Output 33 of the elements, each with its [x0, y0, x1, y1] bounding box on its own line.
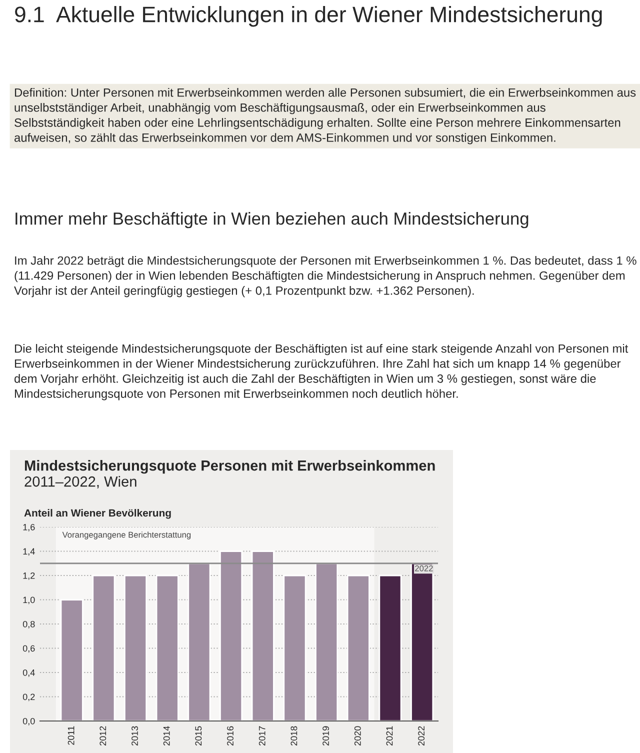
x-tick-label: 2011	[68, 726, 74, 745]
y-tick-label: 0,2	[22, 694, 35, 702]
bar	[410, 562, 434, 721]
x-tick-label: 2021	[386, 726, 393, 746]
y-tick-label: 0,0	[22, 718, 35, 726]
y-tick-label: 1,4	[23, 548, 35, 556]
bar	[378, 574, 402, 721]
x-tick-label: 2018	[290, 726, 298, 746]
text: Im Jahr 2022 beträgt die Mindestsicherungsquote der Personen mit Erwerbseinkommen 1 %. Das bedeutet, dass 1 % (11.429 Personen) der in Wien lebenden Beschäftigten die Mindestsicherung in Anspruch nehmen. Gegenüber dem Vorjahr ist der Anteil geringfügig gestiegen (+ 0,1 Prozentpunkt bzw. +1.362 Personen).	[14, 256, 636, 298]
chart-title: Mindestsicherungsquote Personen mit Erwerbseinkommen	[24, 460, 435, 474]
x-tick-label: 2022	[418, 726, 425, 746]
y-tick-label: 0,4	[22, 669, 35, 677]
text: 9.1 Aktuelle Entwicklungen in der Wiener Mindestsicherung	[15, 6, 602, 27]
x-tick-label: 2017	[258, 726, 266, 746]
chart-subtitle: 2011–2022, Wien	[24, 476, 136, 488]
y-tick-label: 1,6	[23, 524, 35, 532]
x-tick-label: 2015	[195, 726, 202, 746]
text: Die leicht steigende Mindestsicherungsquote der Beschäftigten ist auf eine stark steigende Anzahl von Personen mit Erwerbseinkommen in der Wiener Mindestsicherung zurückzuführen. Ihre Zahl hat sich um knapp 14 % gegenüber dem Vorjahr erhöht. Gleichzeitig ist auch die Zahl der Beschäftigten in Wien um 3 % gestiegen, sonst wäre die Mindestsicherungsquote von Personen mit Erwerbseinkommen noch deutlich höher.	[14, 344, 628, 400]
band-label: Vorangegangene Berichterstattung	[62, 532, 191, 540]
x-tick-label: 2014	[163, 726, 170, 746]
text: Definition: Unter Personen mit Erwerbseinkommen werden alle Personen subsumiert, die ein Erwerbseinkommen aus unselbstständiger Arbeit, unabhängig vom Beschäftigungsausmaß, oder ein Erwerbseinkommen aus Selbstständigkeit haben oder eine Lehrlingsentschädigung erhalten. Sollte eine Person mehrere Einkommensarten aufweisen, so zählt das Erwerbseinkommen vor dem AMS-Einkommen und vor sonstigen Einkommen.	[14, 88, 636, 144]
x-tick-label: 2019	[322, 726, 329, 746]
y-tick-label: 0,8	[22, 620, 35, 628]
x-tick-label: 2020	[354, 726, 361, 746]
x-tick-label: 2012	[100, 726, 106, 746]
annotation: 2022	[415, 565, 433, 572]
y-tick-label: 1,0	[23, 596, 35, 604]
text: Immer mehr Beschäftigte in Wien beziehen auch Mindestsicherung	[16, 212, 528, 228]
y-axis-title: Anteil an Wiener Bevölkerung	[24, 509, 171, 519]
y-tick-label: 0,6	[22, 645, 35, 653]
y-tick-label: 1,2	[23, 572, 35, 580]
x-tick-label: 2013	[132, 726, 138, 746]
x-tick-label: 2016	[227, 726, 234, 746]
